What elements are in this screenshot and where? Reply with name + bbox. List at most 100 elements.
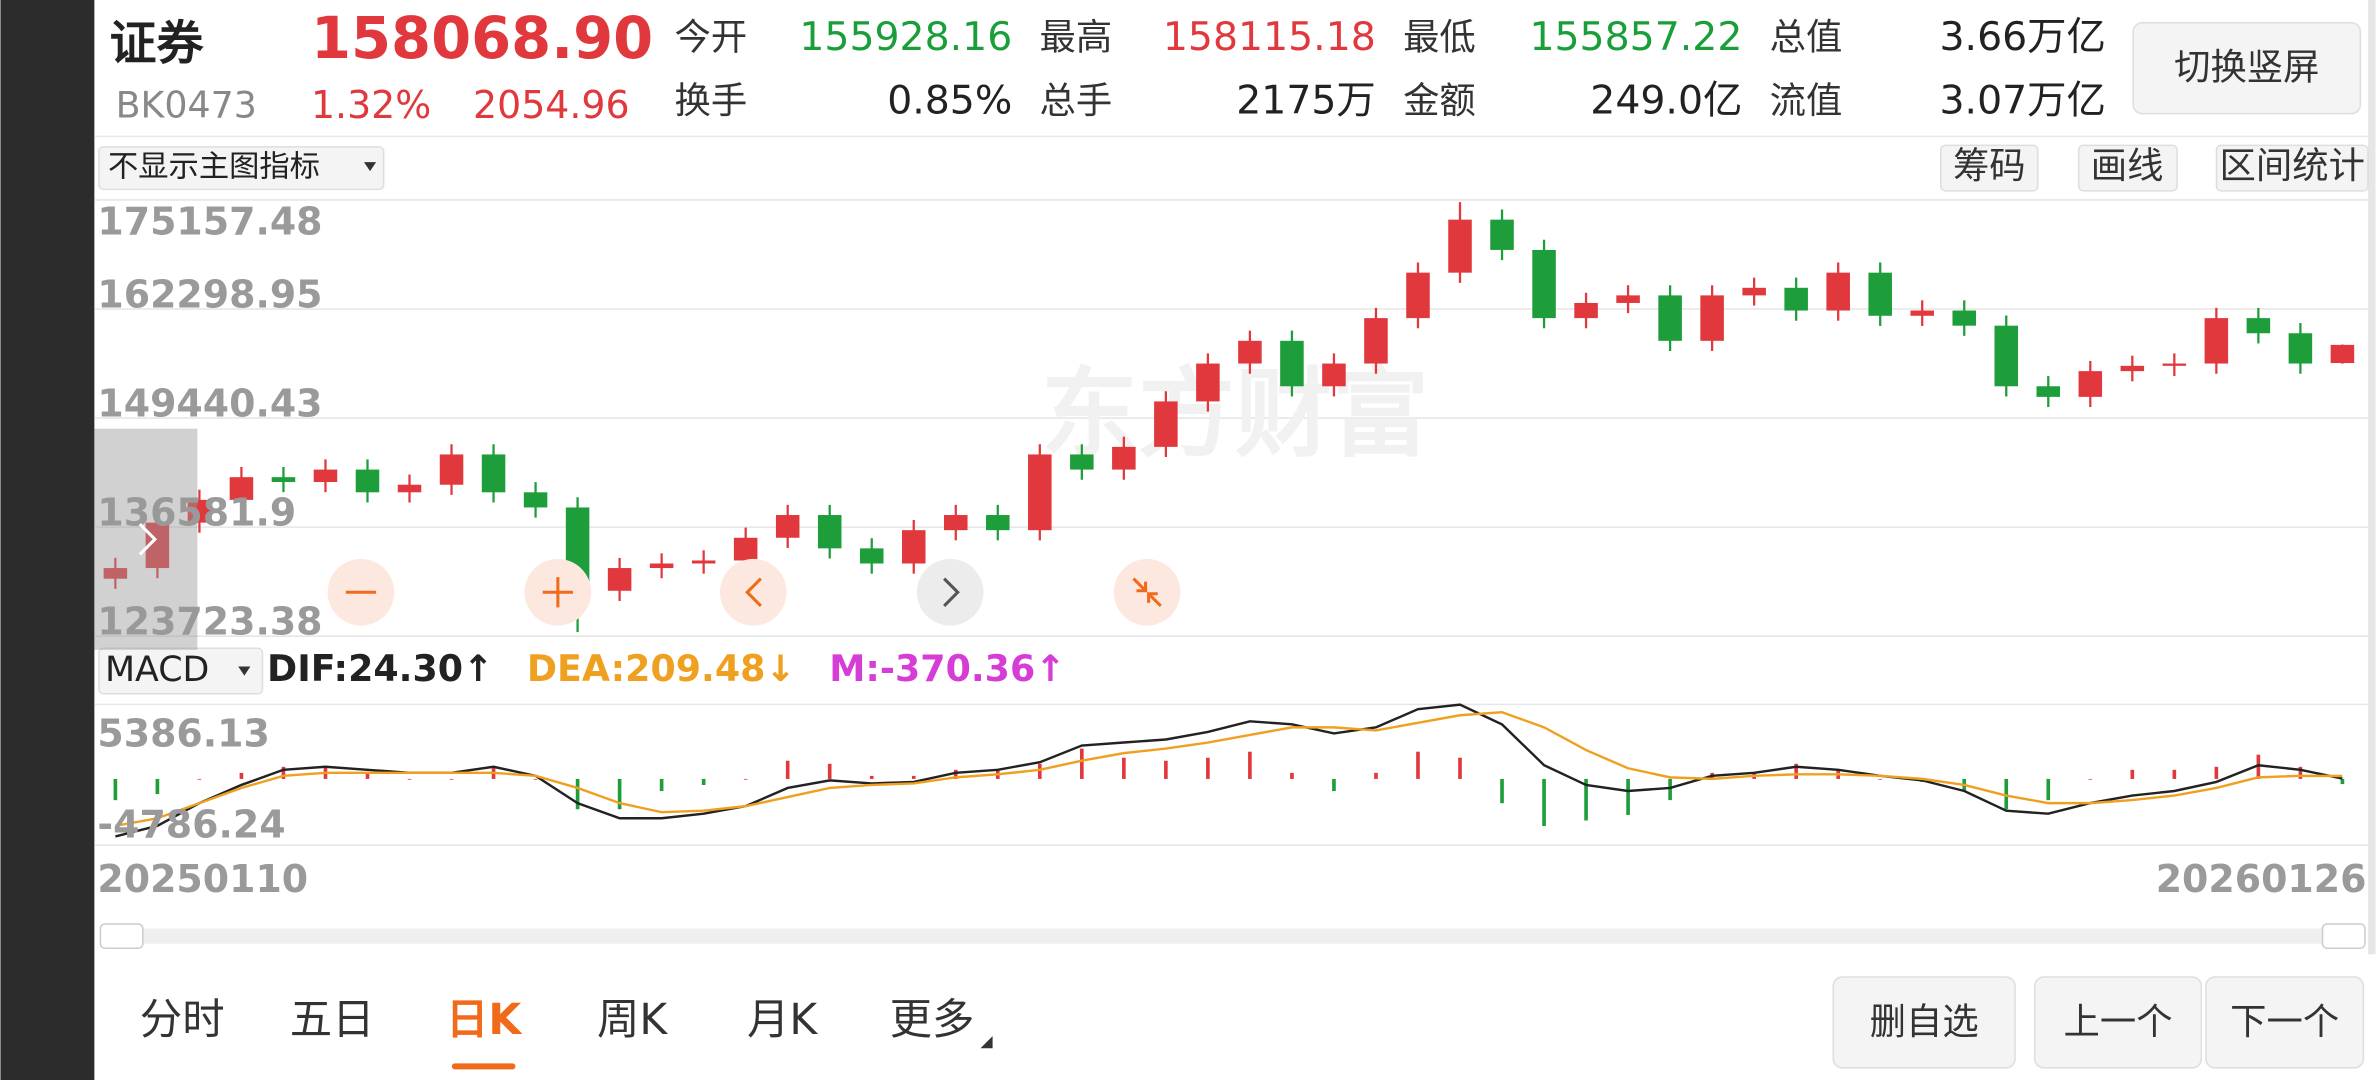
dropdown-arrow xyxy=(238,666,251,676)
candle-body xyxy=(1196,363,1220,402)
macd-bar xyxy=(2214,766,2219,779)
tab[interactable]: 分时 xyxy=(140,996,225,1045)
macd-bar xyxy=(1878,778,1883,780)
tool-button-bg[interactable] xyxy=(2215,144,2369,192)
macd-bar xyxy=(365,772,370,779)
macd-bar xyxy=(1542,778,1546,827)
candle-body xyxy=(1406,272,1430,319)
candle-body xyxy=(2246,318,2271,334)
action-button-bg[interactable] xyxy=(2205,976,2365,1069)
macd-bar xyxy=(197,778,202,780)
candle-body xyxy=(2288,333,2313,364)
indicator-dropdown[interactable]: MACD xyxy=(105,650,209,690)
macd-bar xyxy=(2340,778,2345,785)
tab[interactable]: 日K xyxy=(446,996,523,1045)
candle-body xyxy=(103,568,128,579)
action-button[interactable]: 下一个 xyxy=(2230,1000,2339,1043)
candle-body xyxy=(1700,295,1724,341)
stat-value: 155857.22 xyxy=(1529,14,1742,60)
x-tick-label: 20260126 xyxy=(2156,857,2367,901)
tab[interactable]: 五日 xyxy=(290,996,375,1045)
macd-bar xyxy=(1037,763,1042,779)
y-tick-label: 123723.38 xyxy=(97,600,322,644)
tab[interactable]: 月K xyxy=(747,996,818,1045)
icon xyxy=(943,577,960,607)
macd-bar xyxy=(1416,751,1420,779)
macd-bar xyxy=(2298,766,2303,779)
macd-bar xyxy=(407,778,412,780)
stat-label: 总值 xyxy=(1770,15,1843,58)
macd-bar xyxy=(1794,763,1798,779)
candle-body xyxy=(1490,219,1514,250)
candle-body xyxy=(1658,295,1682,341)
macd-bar xyxy=(1122,757,1126,779)
candle-body xyxy=(607,568,632,591)
stat-value: 2175万 xyxy=(1236,78,1376,124)
scroll-handle[interactable] xyxy=(2321,923,2366,949)
tab[interactable]: 周K xyxy=(597,996,668,1045)
action-button[interactable]: 删自选 xyxy=(1870,1000,1979,1043)
macd-bar xyxy=(1668,778,1672,801)
side-handle[interactable] xyxy=(94,428,198,650)
indicator-dropdown[interactable]: 不显示主图指标 xyxy=(108,150,320,185)
candle-body xyxy=(775,515,800,538)
action-button[interactable]: 上一个 xyxy=(2064,1000,2173,1043)
icon xyxy=(745,577,762,607)
stat-value: 3.66万亿 xyxy=(1940,14,2106,60)
code: BK0473 xyxy=(116,84,257,127)
macd-bar xyxy=(2256,754,2261,779)
stats: 今开 155928.16 最高 158115.18 最低 155857.22 总值 3.66万… xyxy=(675,14,2106,124)
tool-button[interactable]: 区间统计 xyxy=(2220,144,2365,187)
tool-button-bg[interactable] xyxy=(2077,144,2178,192)
tab[interactable]: 更多 xyxy=(890,996,975,1045)
switch-button[interactable]: 切换竖屏 xyxy=(2174,46,2319,89)
macd-bar xyxy=(2088,778,2093,780)
candle-body xyxy=(1112,446,1136,470)
macd-bar xyxy=(911,775,916,779)
collapse-button[interactable] xyxy=(1113,558,1181,626)
y-tick-label: -4786.24 xyxy=(97,803,285,847)
macd-bar xyxy=(1374,772,1378,779)
scrollbar[interactable] xyxy=(100,928,2364,944)
candle-body xyxy=(944,515,968,531)
candle-body xyxy=(1364,318,1388,364)
dropdown-arrow xyxy=(363,162,377,172)
scroll-handle[interactable] xyxy=(99,923,144,949)
macd-bar xyxy=(659,778,664,792)
indicator-dropdown-bg[interactable] xyxy=(98,146,385,191)
candle-body xyxy=(1994,325,2019,387)
candle-body xyxy=(1028,454,1052,531)
switch-button-bg[interactable] xyxy=(2132,21,2362,115)
candle-body xyxy=(649,563,674,569)
macd-bar xyxy=(617,778,622,810)
y-tick-label: 5386.13 xyxy=(97,712,269,756)
left-edge xyxy=(0,0,95,1080)
macd-bar xyxy=(449,778,454,780)
candle-body xyxy=(1532,249,1556,319)
tool-button[interactable]: 筹码 xyxy=(1953,144,2026,187)
candle-body xyxy=(1952,310,1977,326)
next-button[interactable] xyxy=(916,558,984,626)
legend-entry: DEA:209.48↓ xyxy=(527,647,796,690)
tool-button-bg[interactable] xyxy=(1940,144,2039,192)
prev-button[interactable] xyxy=(719,558,787,626)
macd-bar xyxy=(1584,778,1588,821)
candle-body xyxy=(355,469,380,493)
y-tick-label: 162298.95 xyxy=(97,272,322,316)
tool-button[interactable]: 画线 xyxy=(2091,144,2164,187)
candle-body xyxy=(733,537,758,561)
icon xyxy=(542,577,574,608)
action-button-bg[interactable] xyxy=(1832,976,2016,1069)
macd-bar xyxy=(1332,778,1336,792)
indicator-dropdown-bg[interactable] xyxy=(98,647,264,695)
candle-body xyxy=(271,477,296,483)
macd-bar xyxy=(2046,778,2051,801)
candle-body xyxy=(481,454,506,493)
candle-body xyxy=(986,515,1010,531)
candle-body xyxy=(1826,272,1850,311)
candle-body xyxy=(859,548,884,564)
macd-bar xyxy=(533,778,538,780)
action-button-bg[interactable] xyxy=(2033,976,2203,1069)
